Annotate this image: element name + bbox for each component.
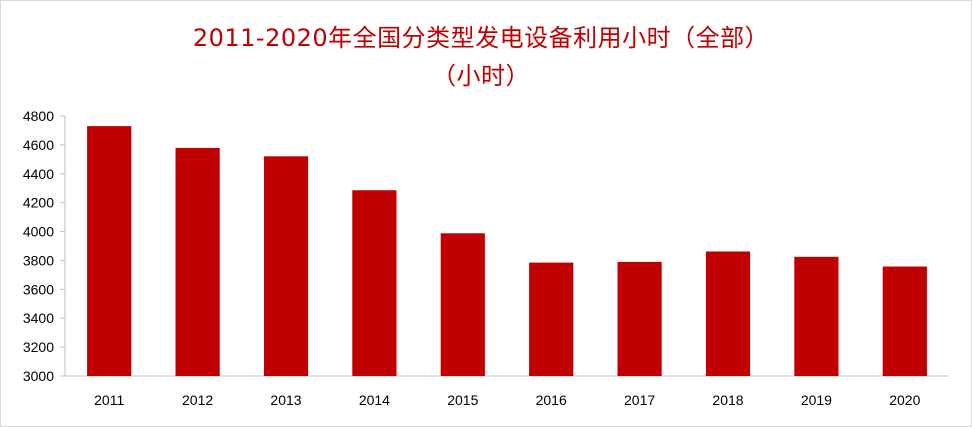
y-tick-label: 4800 [23,108,54,124]
x-tick-label: 2020 [889,392,920,408]
bar-2020 [882,266,927,376]
x-axis: 2011 2012 2013 2014 2015 2016 2017 2018 2019 2020 [65,375,949,408]
bar-2013 [263,156,309,376]
y-tick-label: 4400 [23,166,54,182]
chart-subtitle: （小时） [432,62,530,90]
y-tick-label: 3200 [23,339,54,355]
y-tick-label: 3800 [23,252,54,268]
bar-2012 [175,147,220,376]
bar-2018 [705,251,751,376]
x-tick-label: 2017 [624,392,655,408]
x-tick-label: 2019 [801,392,832,408]
y-tick-label: 4000 [23,224,54,240]
y-tick-label: 3000 [23,368,54,384]
chart-title: 2011-2020年全国分类型发电设备利用小时（全部） [192,24,770,52]
y-tick-label: 4200 [23,195,54,211]
bar-series [87,126,927,376]
y-tick-label: 3400 [23,310,54,326]
bar-2015 [440,233,485,376]
y-axis: 3000 3200 3400 3600 3800 4000 4200 4400 4600 4800 [23,108,66,384]
y-tick-label: 4600 [23,137,54,153]
x-tick-label: 2012 [182,392,213,408]
bar-2016 [529,262,574,376]
x-tick-label: 2011 [94,392,124,408]
x-tick-label: 2015 [447,392,478,408]
x-tick-label: 2014 [359,392,390,408]
bar-2019 [794,256,839,376]
bar-2014 [352,190,397,376]
x-tick-label: 2016 [536,392,567,408]
bar-2017 [617,261,662,376]
x-tick-label: 2018 [712,392,743,408]
y-tick-label: 3600 [23,281,54,297]
x-tick-label: 2013 [270,392,301,408]
bar-2011 [87,126,132,376]
